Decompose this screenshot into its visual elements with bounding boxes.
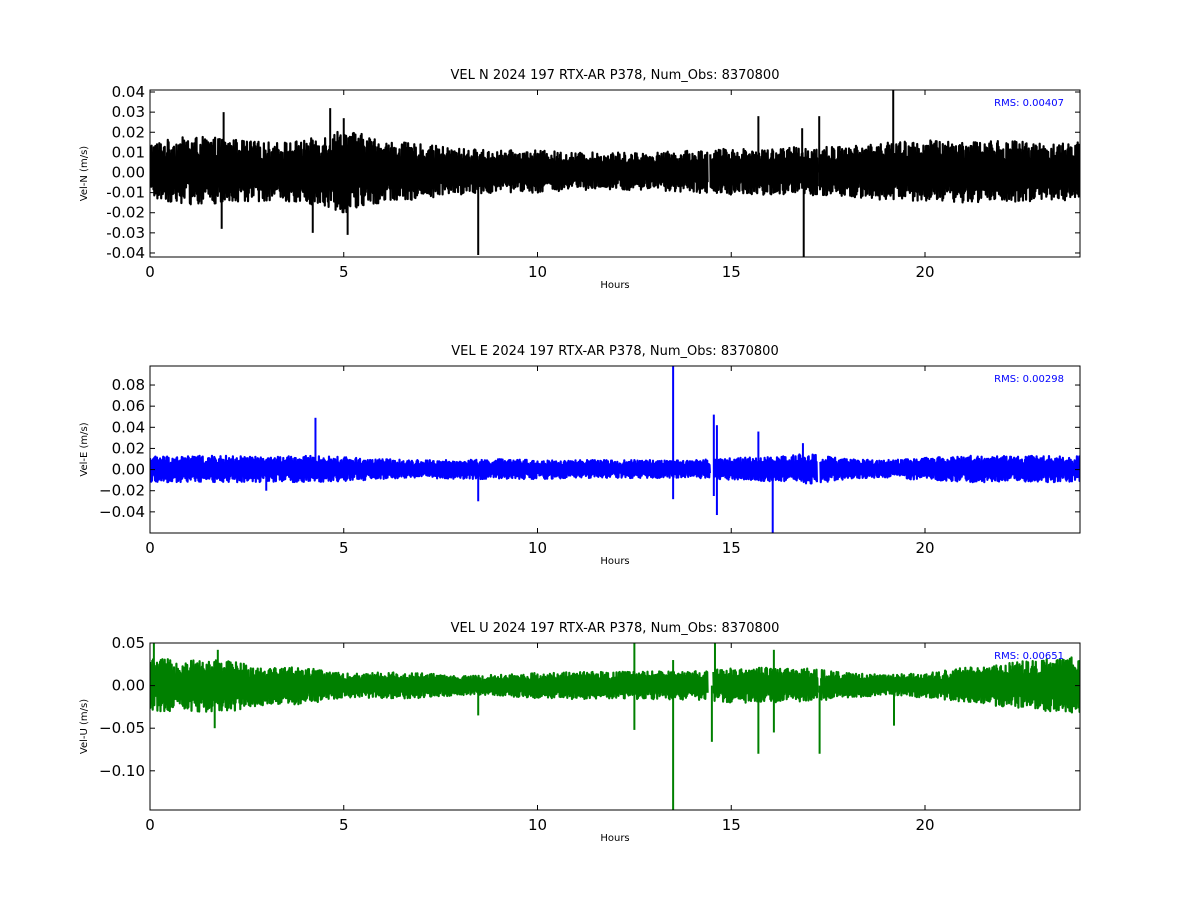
x-tick-label: 10 xyxy=(528,263,547,281)
x-tick-label: 20 xyxy=(915,263,934,281)
data-series xyxy=(150,130,1080,214)
x-tick-label: 10 xyxy=(528,539,547,557)
y-tick-label: -0.01 xyxy=(106,184,145,202)
y-tick-label: -0.02 xyxy=(106,204,145,222)
chart-panel-3: VEL U 2024 197 RTX-AR P378, Num_Obs: 837… xyxy=(79,621,1081,844)
chart-panel-2: VEL E 2024 197 RTX-AR P378, Num_Obs: 837… xyxy=(79,344,1081,567)
x-axis-label: Hours xyxy=(600,833,629,844)
x-tick-label: 15 xyxy=(722,816,741,834)
y-tick-label: 0.00 xyxy=(112,163,145,181)
chart-title: VEL N 2024 197 RTX-AR P378, Num_Obs: 837… xyxy=(451,68,780,83)
x-tick-label: 20 xyxy=(915,816,934,834)
chart-panel-1: VEL N 2024 197 RTX-AR P378, Num_Obs: 837… xyxy=(79,68,1081,291)
y-tick-label: 0.00 xyxy=(112,461,145,479)
x-tick-label: 10 xyxy=(528,816,547,834)
plot-frame xyxy=(149,89,1081,258)
y-tick-label: -0.04 xyxy=(106,244,145,262)
x-tick-label: 0 xyxy=(145,816,155,834)
rms-label: RMS: 0.00651 xyxy=(994,651,1064,662)
y-tick-label: 0.06 xyxy=(112,397,145,415)
y-tick-label: −0.04 xyxy=(99,503,145,521)
x-tick-label: 20 xyxy=(915,539,934,557)
y-tick-label: 0.08 xyxy=(112,376,145,394)
x-tick-label: 0 xyxy=(145,539,155,557)
x-tick-label: 15 xyxy=(722,263,741,281)
plot-frame xyxy=(149,365,1081,534)
y-axis-label: Vel-N (m/s) xyxy=(79,146,90,201)
plot-frame xyxy=(149,642,1081,811)
rms-label: RMS: 0.00298 xyxy=(994,374,1064,385)
y-tick-label: 0.03 xyxy=(112,103,145,121)
x-tick-label: 15 xyxy=(722,539,741,557)
rms-label: RMS: 0.00407 xyxy=(994,98,1064,109)
y-tick-label: −0.05 xyxy=(99,719,145,737)
y-tick-label: 0.05 xyxy=(112,634,145,652)
data-series xyxy=(150,656,1080,714)
x-axis-label: Hours xyxy=(600,556,629,567)
y-tick-label: 0.04 xyxy=(112,418,145,436)
y-tick-label: 0.04 xyxy=(112,83,145,101)
x-axis-label: Hours xyxy=(600,280,629,291)
y-axis-label: Vel-E (m/s) xyxy=(79,422,90,476)
y-tick-label: 0.01 xyxy=(112,143,145,161)
y-tick-label: 0.02 xyxy=(112,439,145,457)
x-tick-label: 0 xyxy=(145,263,155,281)
chart-title: VEL E 2024 197 RTX-AR P378, Num_Obs: 837… xyxy=(451,344,778,359)
x-tick-label: 5 xyxy=(339,816,349,834)
y-tick-label: −0.10 xyxy=(99,762,145,780)
y-axis-label: Vel-U (m/s) xyxy=(79,699,90,754)
y-tick-label: -0.03 xyxy=(106,224,145,242)
y-tick-label: −0.02 xyxy=(99,482,145,500)
y-tick-label: 0.02 xyxy=(112,123,145,141)
y-tick-label: 0.00 xyxy=(112,677,145,695)
x-tick-label: 5 xyxy=(339,263,349,281)
x-tick-label: 5 xyxy=(339,539,349,557)
chart-title: VEL U 2024 197 RTX-AR P378, Num_Obs: 837… xyxy=(451,621,780,636)
data-series xyxy=(150,453,1080,485)
